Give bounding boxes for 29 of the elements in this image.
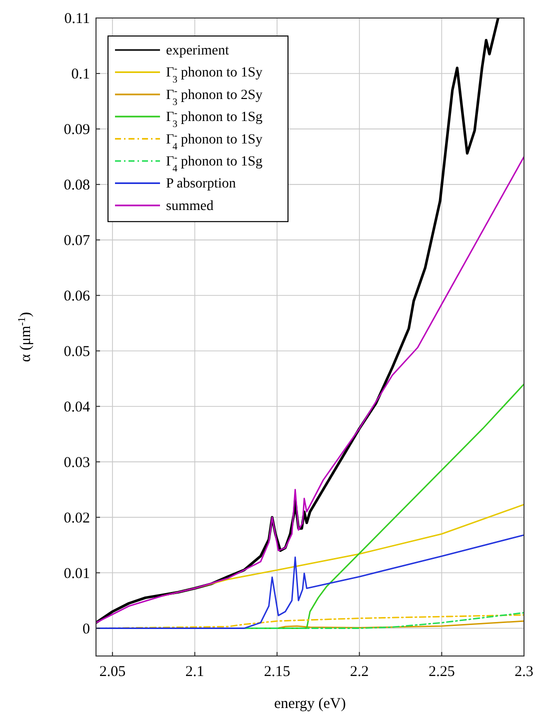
y-tick-label: 0.11 <box>64 11 90 27</box>
x-tick-label: 2.1 <box>185 664 204 680</box>
y-tick-label: 0.01 <box>64 566 90 582</box>
legend-label: Γ$^{-}$$_{3}$ phonon to 1Sy <box>166 63 263 86</box>
legend-label: Γ$^{-}$$_{3}$ phonon to 1Sg <box>166 108 263 130</box>
legend-label: P absorption <box>166 176 236 192</box>
y-tick-label: 0.05 <box>64 344 90 360</box>
x-axis-title: energy (eV) <box>274 696 346 712</box>
line-series <box>96 534 524 629</box>
y-tick-label: 0.03 <box>64 454 90 471</box>
y-tick-label: 0.04 <box>64 399 90 416</box>
x-tick-label: 2.3 <box>514 664 534 680</box>
y-tick-label: 0.02 <box>64 510 90 526</box>
x-tick-label: 2.25 <box>428 664 455 680</box>
y-tick-label: 0.1 <box>71 66 90 82</box>
y-tick-label: 0.06 <box>64 288 90 304</box>
legend-label: experiment <box>166 44 230 58</box>
legend-label: Γ$^{-}$$_{3}$ phonon to 2Sy <box>166 85 263 108</box>
x-tick-label: 2.2 <box>350 664 369 680</box>
line-series <box>96 156 524 624</box>
legend-label: Γ$^{-}$$_{4}$ phonon to 1Sy <box>166 130 263 152</box>
y-tick-label: 0 <box>82 621 90 638</box>
legend-label: Γ$^{-}$$_{4}$ phonon to 1Sg <box>166 152 263 174</box>
x-tick-label: 2.15 <box>264 664 290 680</box>
y-tick-label: 0.08 <box>64 177 90 194</box>
y-tick-label: 0.09 <box>64 122 90 138</box>
y-tick-label: 0.07 <box>64 232 90 249</box>
legend-label: summed <box>166 198 214 214</box>
x-tick-label: 2.05 <box>99 664 126 680</box>
